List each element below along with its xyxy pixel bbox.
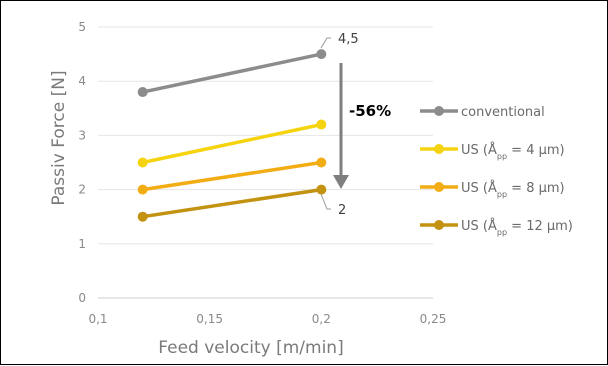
data-point <box>137 184 148 195</box>
legend-label: conventional <box>461 105 545 120</box>
y-axis-title: Passiv Force [N] <box>49 70 69 205</box>
annotations: 4,5 2 -56% <box>320 32 391 218</box>
bottom-value-label: 2 <box>338 203 346 218</box>
y-tick-label: 2 <box>78 183 86 197</box>
y-tick-label: 0 <box>78 291 86 305</box>
x-tick-label: 0,2 <box>312 312 331 326</box>
data-point <box>316 119 327 130</box>
legend-swatch-marker <box>434 144 444 154</box>
data-point <box>316 49 327 60</box>
y-tick-label: 5 <box>78 20 86 34</box>
series-line-3 <box>142 187 322 219</box>
x-tick-label: 0,15 <box>196 312 223 326</box>
top-value-label: 4,5 <box>338 32 359 47</box>
legend-label: US (Åpp = 8 µm) <box>461 180 565 199</box>
x-tick-label: 0,1 <box>88 312 107 326</box>
x-axis-title: Feed velocity [m/min] <box>158 338 343 358</box>
series-line-1 <box>142 122 322 165</box>
legend-swatch-marker <box>434 220 444 230</box>
data-point <box>316 157 327 168</box>
data-point <box>137 87 148 98</box>
y-tick-label: 4 <box>78 74 86 88</box>
series-line-2 <box>142 160 322 192</box>
data-point <box>137 211 148 222</box>
legend: conventional US (Åpp = 4 µm) US (Åpp = 8 µ… <box>420 105 573 237</box>
bottom-callout-leader <box>320 193 331 210</box>
x-tick-label: 0,25 <box>420 312 447 326</box>
y-tick-labels: 0 1 2 3 4 5 <box>78 20 86 305</box>
series-line-0 <box>142 52 322 94</box>
top-callout-leader <box>320 37 331 49</box>
legend-label: US (Åpp = 4 µm) <box>461 142 565 161</box>
legend-swatch-marker <box>434 106 444 116</box>
legend-label: US (Åpp = 12 µm) <box>461 218 573 237</box>
data-point <box>137 157 148 168</box>
y-tick-label: 1 <box>78 237 86 251</box>
legend-swatch-marker <box>434 182 444 192</box>
data-point <box>316 184 327 195</box>
series-group <box>137 49 327 222</box>
y-tick-label: 3 <box>78 128 86 142</box>
reduction-label: -56% <box>349 102 391 120</box>
reduction-arrow-head <box>333 175 349 189</box>
x-tick-labels: 0,1 0,15 0,2 0,25 <box>88 312 446 326</box>
